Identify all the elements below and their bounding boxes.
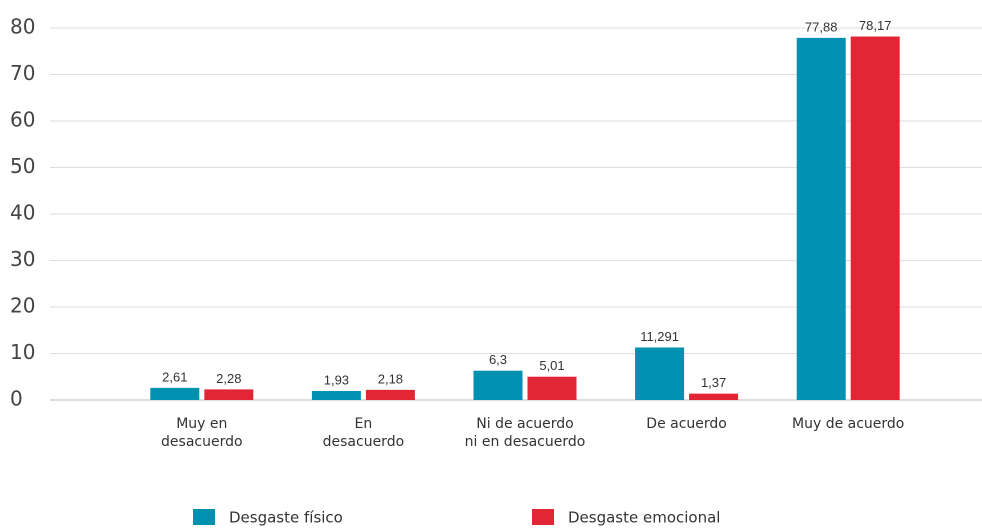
bar — [635, 347, 685, 400]
bar — [689, 393, 739, 400]
legend-swatch — [193, 509, 215, 525]
x-tick-label: En desacuerdo — [323, 416, 405, 450]
value-label: 2,28 — [216, 371, 241, 386]
value-label: 1,93 — [324, 372, 349, 387]
legend-swatch — [532, 509, 554, 525]
bar — [311, 391, 361, 400]
bar — [850, 36, 900, 401]
value-label: 78,17 — [859, 18, 892, 33]
bar — [150, 387, 200, 400]
legend-label: Desgaste emocional — [568, 509, 720, 527]
bar — [473, 370, 523, 400]
value-label: 77,88 — [805, 19, 838, 34]
y-tick-label: 40 — [10, 201, 35, 225]
value-label: 5,01 — [539, 358, 564, 373]
value-label: 1,37 — [701, 375, 726, 390]
x-tick-label: Muy en desacuerdo — [161, 416, 243, 450]
bar — [204, 389, 254, 400]
x-tick-label: Ni de acuerdo ni en desacuerdo — [465, 416, 586, 450]
bar — [365, 389, 415, 400]
bar — [796, 37, 846, 400]
value-label: 11,291 — [640, 329, 679, 344]
y-tick-label: 70 — [10, 61, 35, 85]
bar — [527, 376, 577, 400]
y-tick-label: 80 — [10, 15, 35, 39]
value-label: 2,18 — [378, 371, 403, 386]
y-tick-label: 30 — [10, 247, 35, 271]
y-tick-label: 20 — [10, 294, 35, 318]
value-label: 6,3 — [489, 352, 507, 367]
x-tick-label: Muy de acuerdo — [792, 416, 904, 432]
y-tick-label: 60 — [10, 108, 35, 132]
y-tick-label: 50 — [10, 154, 35, 178]
value-label: 2,61 — [162, 369, 187, 384]
legend-label: Desgaste físico — [229, 509, 343, 527]
y-tick-label: 10 — [10, 340, 35, 364]
x-tick-label: De acuerdo — [646, 416, 727, 432]
y-tick-label: 0 — [10, 387, 23, 411]
